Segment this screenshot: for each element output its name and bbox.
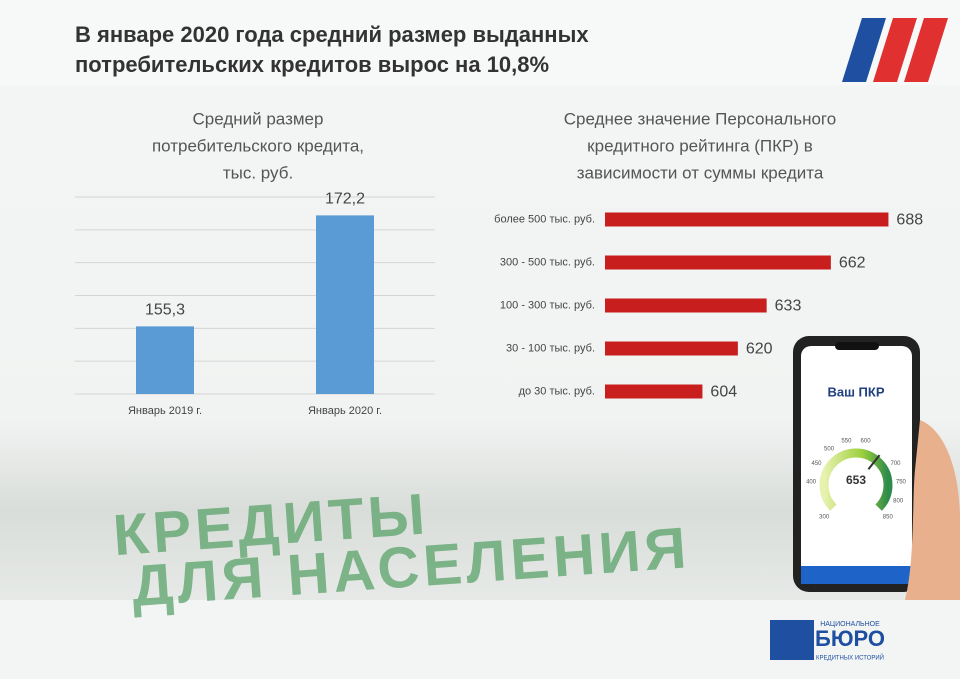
header-band xyxy=(0,0,960,85)
gauge-tick-label: 450 xyxy=(811,461,822,467)
chart-title: Средний размер xyxy=(193,109,324,128)
value-label: 155,3 xyxy=(145,302,185,319)
gauge-tick-label: 550 xyxy=(841,439,852,445)
bar xyxy=(605,298,767,313)
logo-text: КРЕДИТНЫХ ИСТОРИЙ xyxy=(816,654,884,662)
page-title: потребительских кредитов вырос на 10,8% xyxy=(75,52,549,77)
value-label: 620 xyxy=(746,341,773,358)
bar xyxy=(316,215,374,394)
gauge-tick-label: 300 xyxy=(819,514,830,520)
notch xyxy=(835,342,879,350)
logo-text: НАЦИОНАЛЬНОЕ xyxy=(820,621,880,628)
gauge-tick-label: 400 xyxy=(806,479,817,485)
gauge-value: 653 xyxy=(846,473,866,487)
gauge-tick-label: 800 xyxy=(893,498,904,504)
x-tick-label: Январь 2019 г. xyxy=(128,405,202,417)
phone: Ваш ПКР 300 400 450 500 550 600 700 750 800 850 653 xyxy=(793,336,960,600)
bar xyxy=(136,326,194,394)
y-tick-label: 300 - 500 тыс. руб. xyxy=(500,256,595,268)
logo-text: БЮРО xyxy=(815,626,885,651)
page-title: В январе 2020 года средний размер выданн… xyxy=(75,22,589,47)
phone-screen xyxy=(801,346,912,584)
value-label: 633 xyxy=(775,298,802,315)
stripe xyxy=(842,18,886,82)
bar xyxy=(605,255,831,270)
bar xyxy=(605,384,703,399)
gauge-tick-label: 850 xyxy=(883,514,894,520)
chart-title: потребительского кредита, xyxy=(152,136,364,155)
value-label: 662 xyxy=(839,255,866,272)
phone-title: Ваш ПКР xyxy=(827,384,884,399)
chart-title: кредитного рейтинга (ПКР) в xyxy=(587,136,813,155)
stripe xyxy=(873,18,917,82)
value-label: 172,2 xyxy=(325,191,365,208)
gauge-tick-label: 500 xyxy=(824,447,835,453)
chart-title: зависимости от суммы кредита xyxy=(577,163,824,182)
gauge-needle xyxy=(867,454,881,470)
stripe xyxy=(904,18,948,82)
phone-bar xyxy=(801,566,912,584)
gauge-tick-label: 600 xyxy=(861,439,872,445)
value-label: 604 xyxy=(710,384,737,401)
y-tick-label: 100 - 300 тыс. руб. xyxy=(500,299,595,311)
y-tick-label: 30 - 100 тыс. руб. xyxy=(506,342,595,354)
chart-title: тыс. руб. xyxy=(223,163,293,182)
x-tick-label: Январь 2020 г. xyxy=(308,405,382,417)
gauge-tick-label: 700 xyxy=(890,461,901,467)
y-tick-label: более 500 тыс. руб. xyxy=(494,213,595,225)
logo-mark xyxy=(770,620,814,660)
hand xyxy=(905,420,960,600)
value-label: 688 xyxy=(896,212,923,229)
gauge-tick-label: 750 xyxy=(896,479,907,485)
chart-title: Среднее значение Персонального xyxy=(564,109,836,128)
bar xyxy=(605,341,738,356)
bar xyxy=(605,212,889,227)
gauge-arc xyxy=(819,448,893,511)
y-tick-label: до 30 тыс. руб. xyxy=(519,385,595,397)
